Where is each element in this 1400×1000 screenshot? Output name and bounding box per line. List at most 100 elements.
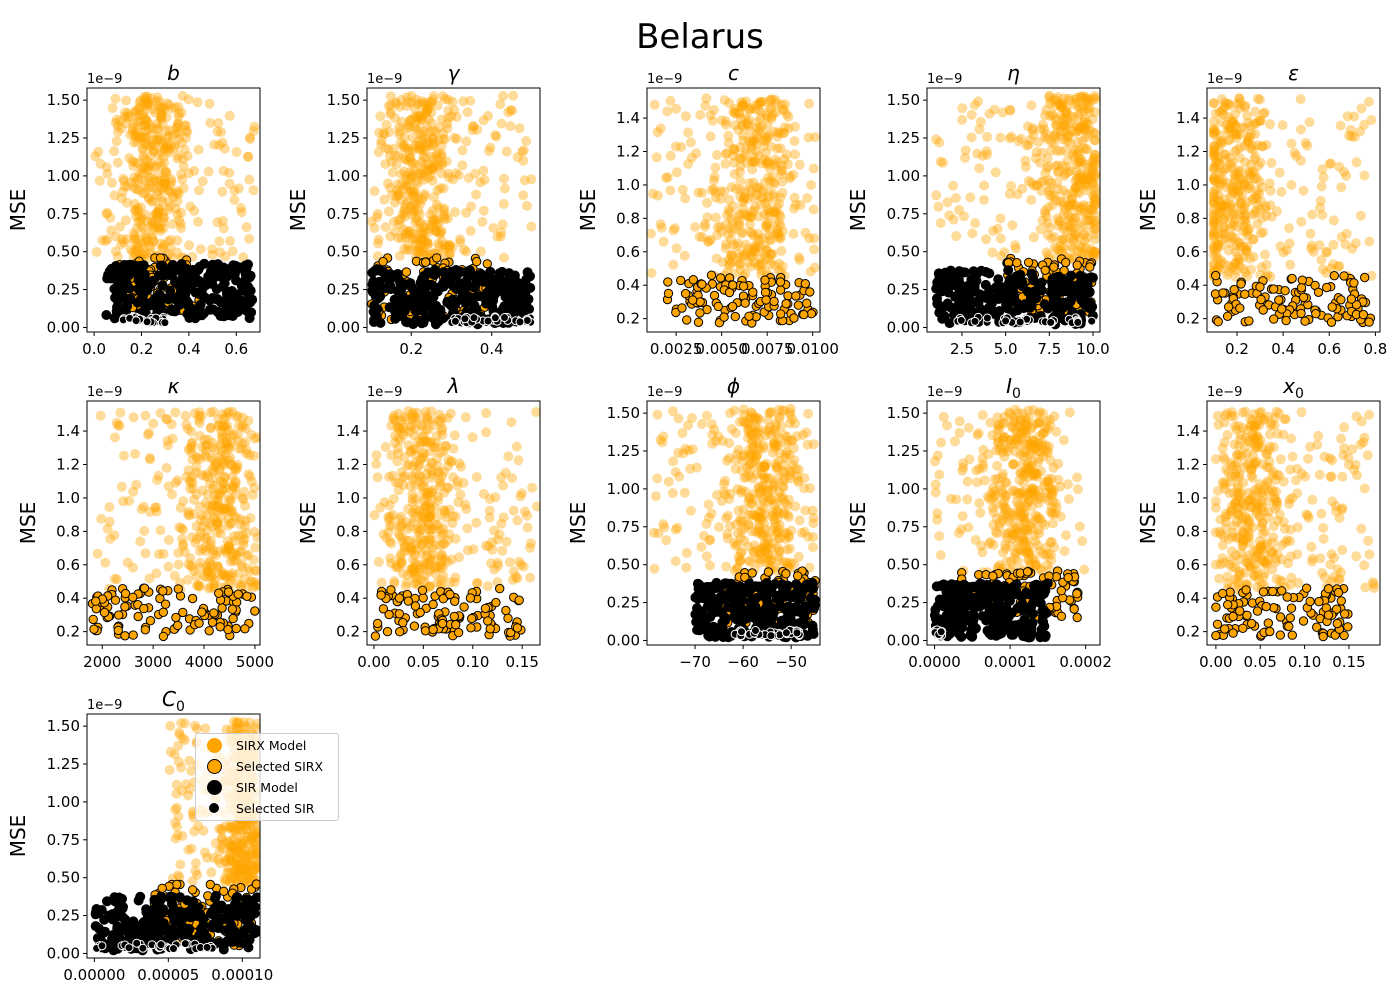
- sirx-point: [1225, 201, 1235, 212]
- sirx-point: [974, 163, 985, 174]
- sirx-point: [1208, 98, 1219, 109]
- sirx-point: [1208, 260, 1219, 271]
- sirx-point: [754, 242, 765, 253]
- sirx-point: [768, 438, 779, 449]
- sirx-point: [138, 143, 149, 154]
- sirx-point: [154, 96, 165, 107]
- sirx-point: [1058, 134, 1068, 145]
- sirx-point: [410, 569, 421, 580]
- selected-sirx-point: [418, 593, 428, 603]
- sirx-point: [1058, 224, 1069, 235]
- sirx-point: [784, 173, 795, 184]
- sirx-point: [1080, 178, 1091, 189]
- sirx-point: [1089, 135, 1100, 146]
- sirx-point: [94, 175, 105, 186]
- sirx-point: [751, 544, 762, 555]
- sirx-point: [771, 506, 782, 517]
- sir-point: [136, 283, 147, 294]
- sirx-point: [1237, 180, 1248, 191]
- sirx-point: [128, 119, 139, 129]
- sirx-point: [1242, 131, 1253, 142]
- sirx-point: [1216, 106, 1227, 117]
- sirx-point: [1209, 141, 1220, 152]
- sirx-point: [486, 558, 496, 569]
- sirx-point: [112, 251, 123, 262]
- sirx-point: [1208, 209, 1219, 219]
- sirx-point: [128, 161, 139, 172]
- selected-sirx-point: [730, 311, 740, 322]
- sirx-point: [1321, 247, 1332, 258]
- sirx-point: [409, 232, 420, 243]
- sirx-point: [1250, 151, 1261, 162]
- sirx-point: [231, 555, 242, 566]
- sirx-point: [1244, 173, 1255, 184]
- sirx-point: [430, 539, 441, 550]
- sirx-point: [394, 422, 405, 433]
- sirx-point: [137, 188, 148, 199]
- sirx-point: [1037, 147, 1048, 158]
- sirx-point: [1066, 126, 1077, 137]
- sirx-point: [134, 97, 145, 108]
- sirx-point: [418, 512, 429, 523]
- sirx-point: [1226, 199, 1237, 210]
- sirx-point: [1058, 209, 1069, 220]
- selected-sir-point: [469, 313, 479, 323]
- subplot: 2000 3000 4000 50000.20.40.60.81.01.21.41e−…: [16, 374, 274, 671]
- sirx-point: [1307, 209, 1318, 220]
- sirx-point: [388, 143, 399, 154]
- sirx-point: [138, 223, 149, 233]
- sirx-point: [746, 187, 757, 198]
- sir-point: [1028, 275, 1039, 286]
- sirx-point: [398, 480, 409, 490]
- sirx-point: [753, 105, 764, 116]
- sirx-point: [119, 176, 130, 186]
- sirx-point: [745, 459, 755, 470]
- sirx-point: [1213, 167, 1224, 178]
- sirx-point: [414, 459, 425, 470]
- sirx-point: [1061, 112, 1072, 123]
- sirx-point: [402, 460, 412, 471]
- sir-point: [1003, 265, 1014, 276]
- sirx-point: [442, 461, 453, 472]
- sirx-point: [1031, 180, 1042, 191]
- sirx-point: [429, 442, 439, 453]
- sirx-point: [107, 103, 118, 114]
- sirx-point: [217, 430, 228, 441]
- sirx-point: [251, 565, 260, 576]
- sirx-point: [1228, 116, 1239, 127]
- sirx-point: [462, 545, 473, 556]
- sirx-point: [214, 419, 225, 430]
- sirx-point: [226, 505, 237, 516]
- sirx-point: [1244, 167, 1255, 178]
- selected-sirx-point: [671, 307, 681, 318]
- sirx-point: [416, 419, 426, 430]
- sirx-point: [418, 431, 429, 442]
- points: [90, 91, 260, 328]
- sirx-point: [1359, 170, 1370, 181]
- sirx-point: [1089, 195, 1100, 206]
- sirx-point: [191, 489, 202, 500]
- sirx-point: [773, 508, 784, 519]
- sirx-point: [697, 187, 708, 198]
- sirx-point: [997, 107, 1008, 118]
- sirx-point: [434, 160, 445, 171]
- sirx-point: [747, 228, 758, 239]
- sirx-point: [380, 143, 391, 154]
- sirx-point: [1210, 175, 1221, 186]
- subplot-title: γ: [448, 61, 461, 85]
- sirx-point: [409, 103, 420, 114]
- sirx-point: [753, 481, 764, 492]
- selected-sirx-point: [1296, 308, 1306, 319]
- sirx-point: [775, 143, 786, 154]
- sirx-point: [149, 104, 160, 115]
- sirx-point: [665, 150, 676, 161]
- sirx-point: [1060, 204, 1070, 215]
- sirx-point: [441, 440, 452, 451]
- sirx-point: [763, 210, 774, 221]
- sirx-point: [470, 168, 481, 179]
- sirx-point: [1087, 167, 1098, 178]
- sirx-point: [384, 514, 395, 525]
- sirx-point: [410, 217, 421, 228]
- sirx-point: [413, 243, 424, 254]
- sirx-point: [771, 107, 781, 118]
